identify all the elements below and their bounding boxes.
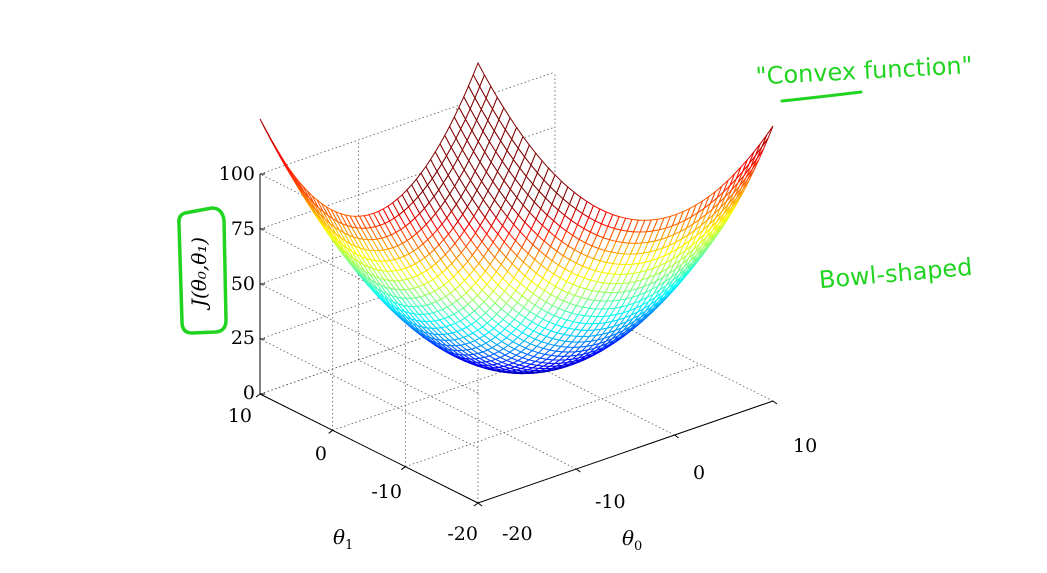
z-tick: 75 [231,218,255,240]
grid-line [259,338,479,449]
annotation-open-quote: " [755,62,767,91]
z-tick: 100 [219,163,255,185]
axis-tick [576,468,581,473]
svg-text:"Convex function": "Convex function" [755,51,973,90]
axis-box [255,173,778,507]
theta0-tick: 0 [693,462,705,484]
annotation-box [177,206,228,335]
grid-line [358,359,577,470]
theta1-tick: 10 [228,405,252,427]
z-tick: 50 [231,273,255,295]
axis-tick [328,429,333,434]
annotation-function-text: function" [855,51,973,85]
grid-line [456,325,675,436]
axis-tick [674,434,679,439]
theta1-tick: -20 [447,523,478,545]
axis-tick [772,400,778,405]
theta0-tick-labels: -20 -10 0 10 [502,435,817,545]
theta1-tick: -10 [371,481,402,503]
mesh-cell [472,61,485,88]
theta1-tick-labels: 10 0 -10 -20 [228,405,478,545]
z-tick: 0 [243,382,255,404]
theta0-axis-label: θ0 [622,526,642,554]
axis-tick [477,502,483,507]
axis-tick [401,466,406,471]
axis-tick [255,393,261,398]
annotation-underline [780,90,863,103]
grid-line [554,291,774,402]
grid-line [405,364,701,468]
theta0-tick: 10 [793,435,817,457]
annotation-convex-word: Convex [766,57,857,90]
z-tick-labels: 100 75 50 25 0 [219,163,255,404]
axis-edge [259,393,479,504]
theta0-tick: -10 [595,491,626,513]
svg-text:Bowl-shaped: Bowl-shaped [818,253,974,294]
z-tick: 25 [231,327,255,349]
grid-line [259,71,556,175]
grid-line [259,283,479,394]
z-axis-label-text: J(θ₀,θ₁) [187,237,211,311]
annotation-convex-function: "Convex function" [755,51,973,90]
theta1-tick: 0 [315,443,327,465]
theta1-axis-label: θ1 [333,525,353,553]
z-axis-label: J(θ₀,θ₁) [187,237,211,311]
annotation-bowl-shaped: Bowl-shaped [818,253,974,294]
theta0-tick: -20 [502,523,533,545]
surface-mesh [259,61,774,375]
axis-edge [477,400,774,504]
axis-tick [473,502,479,507]
